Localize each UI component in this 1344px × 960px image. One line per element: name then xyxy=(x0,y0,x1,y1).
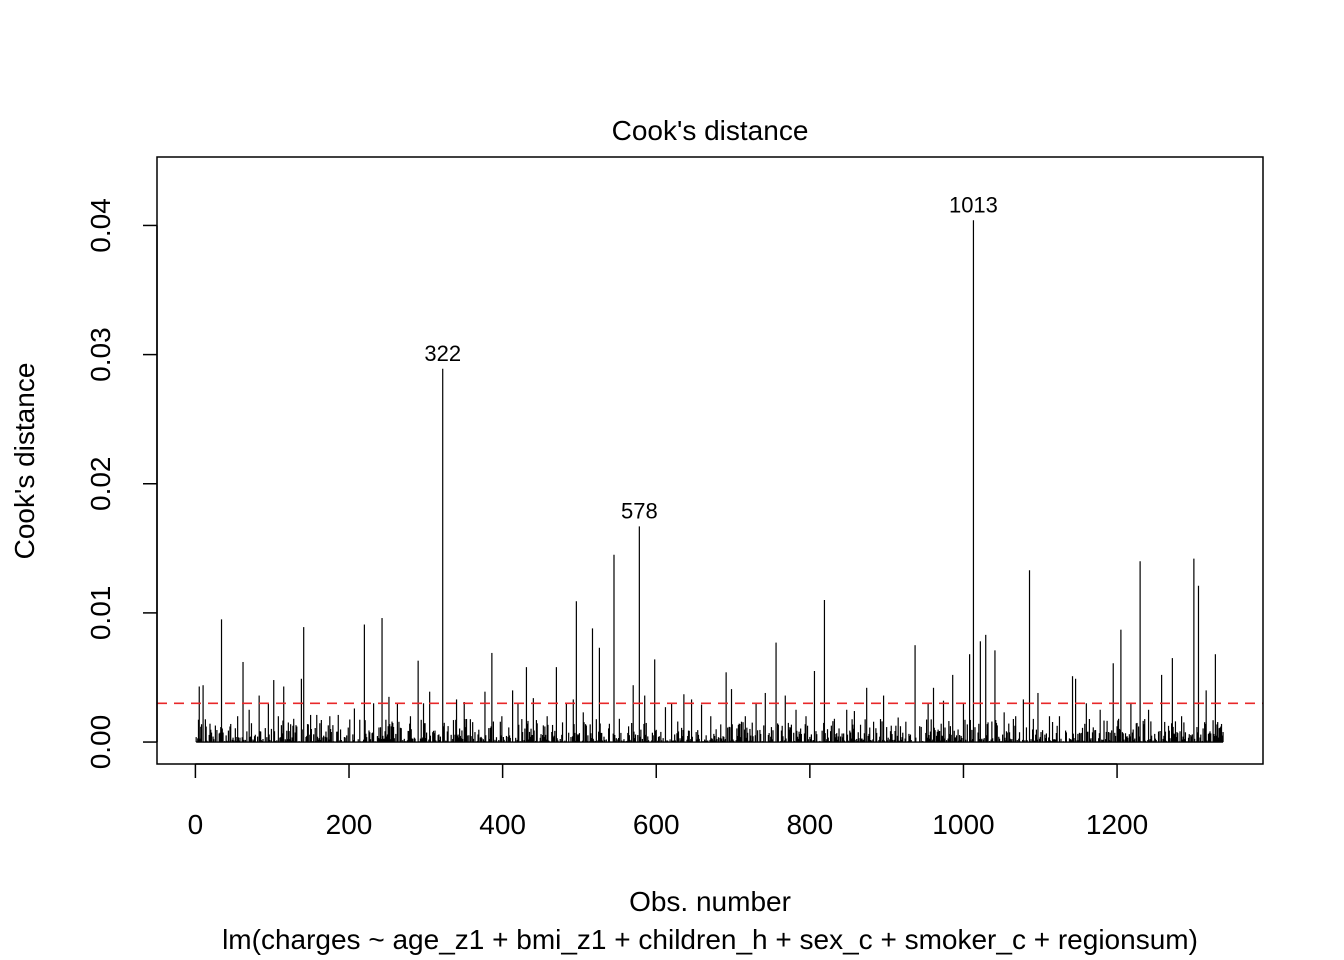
x-tick-label: 1000 xyxy=(932,809,994,840)
x-axis-label: Obs. number xyxy=(629,886,791,917)
x-tick-label: 600 xyxy=(633,809,680,840)
x-tick-label: 800 xyxy=(786,809,833,840)
y-tick-label: 0.00 xyxy=(85,715,116,770)
outlier-label: 1013 xyxy=(949,192,998,217)
point-labels: 322 578 1013 xyxy=(424,192,998,523)
x-tick-label: 0 xyxy=(188,809,204,840)
y-tick-label: 0.02 xyxy=(85,456,116,511)
x-axis: 0 200 400 600 800 1000 1200 xyxy=(188,763,1148,840)
y-axis: 0.00 0.01 0.02 0.03 0.04 xyxy=(85,198,158,770)
x-tick-label: 1200 xyxy=(1086,809,1148,840)
y-axis-label: Cook's distance xyxy=(9,363,40,560)
model-formula-subtitle: lm(charges ~ age_z1 + bmi_z1 + children_… xyxy=(222,924,1198,955)
chart-title: Cook's distance xyxy=(612,115,809,146)
y-tick-label: 0.03 xyxy=(85,327,116,382)
outlier-label: 578 xyxy=(621,498,658,523)
spike-series xyxy=(195,220,1224,743)
y-tick-label: 0.01 xyxy=(85,586,116,641)
y-tick-label: 0.04 xyxy=(85,198,116,253)
outlier-label: 322 xyxy=(424,341,461,366)
x-tick-label: 200 xyxy=(326,809,373,840)
x-tick-label: 400 xyxy=(479,809,526,840)
plot-frame xyxy=(156,156,1264,765)
